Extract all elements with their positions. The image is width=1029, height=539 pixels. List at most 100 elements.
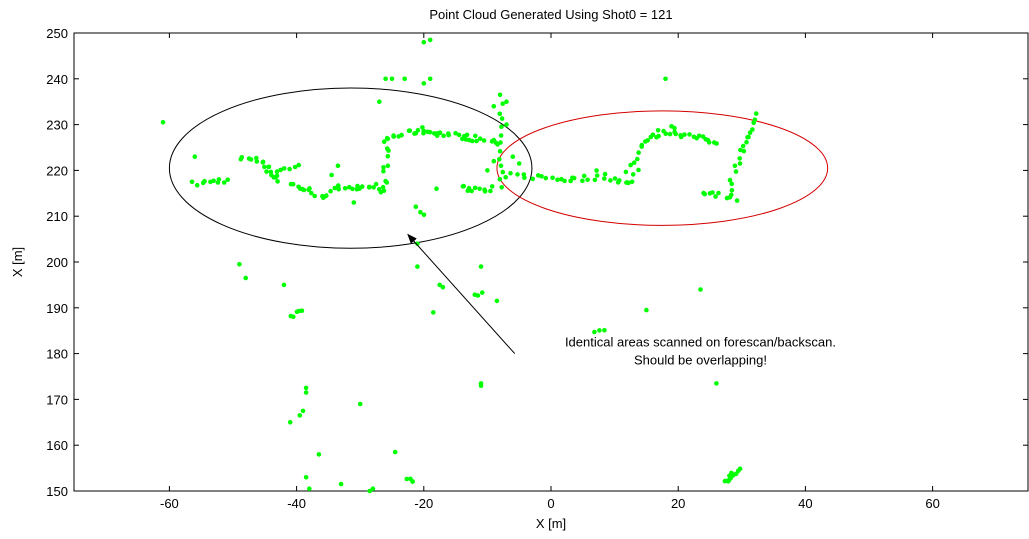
data-point bbox=[274, 169, 280, 174]
data-point bbox=[303, 385, 309, 391]
data-point bbox=[381, 168, 386, 174]
data-point bbox=[359, 184, 365, 189]
data-point bbox=[351, 200, 357, 205]
data-point bbox=[626, 180, 631, 186]
y-tick-label: 250 bbox=[46, 26, 68, 41]
data-point bbox=[656, 133, 661, 139]
data-point bbox=[469, 188, 474, 194]
data-point bbox=[741, 148, 747, 154]
data-point bbox=[628, 162, 633, 168]
data-point bbox=[655, 128, 661, 133]
highlight-ellipse bbox=[168, 87, 533, 249]
data-point bbox=[543, 175, 549, 181]
data-point bbox=[571, 175, 577, 181]
data-point bbox=[385, 163, 391, 169]
data-point bbox=[332, 185, 338, 191]
data-point bbox=[413, 204, 419, 209]
y-tick-label: 190 bbox=[46, 301, 68, 316]
data-point bbox=[291, 314, 296, 320]
data-point bbox=[350, 186, 355, 192]
data-point bbox=[248, 157, 254, 162]
data-point bbox=[446, 131, 451, 136]
data-point bbox=[617, 178, 622, 183]
data-point bbox=[602, 328, 607, 333]
data-point bbox=[281, 282, 287, 288]
data-point bbox=[499, 116, 505, 121]
data-point bbox=[740, 143, 746, 149]
data-point bbox=[431, 310, 436, 315]
data-point bbox=[336, 186, 342, 192]
data-point bbox=[710, 190, 715, 195]
data-point bbox=[750, 127, 755, 132]
data-point bbox=[494, 298, 500, 304]
data-point bbox=[729, 181, 734, 187]
y-tick-label: 240 bbox=[46, 72, 68, 87]
data-point bbox=[608, 178, 613, 183]
x-tick-label: -40 bbox=[287, 496, 306, 511]
data-point bbox=[421, 81, 427, 86]
data-point bbox=[497, 92, 503, 98]
data-point bbox=[744, 139, 749, 145]
data-point bbox=[644, 307, 649, 313]
data-point bbox=[727, 177, 733, 183]
data-point bbox=[189, 179, 195, 185]
data-point bbox=[498, 163, 504, 169]
data-point bbox=[381, 188, 387, 193]
points-layer bbox=[160, 37, 759, 494]
data-point bbox=[404, 476, 410, 482]
data-point bbox=[497, 111, 503, 117]
y-axis-label: X [m] bbox=[10, 247, 25, 277]
data-point bbox=[555, 177, 560, 183]
x-axis: -60 -40 -20 0 20 40 60 bbox=[160, 33, 940, 511]
ellipse-layer bbox=[168, 87, 829, 249]
data-point bbox=[550, 175, 555, 181]
data-point bbox=[383, 178, 388, 184]
data-point bbox=[474, 138, 479, 144]
x-tick-label: 40 bbox=[798, 496, 812, 511]
data-point bbox=[427, 129, 433, 135]
data-point bbox=[530, 176, 535, 182]
chart-title: Point Cloud Generated Using Shot0 = 121 bbox=[429, 7, 672, 22]
data-point bbox=[499, 185, 505, 190]
data-point bbox=[287, 420, 293, 425]
data-point bbox=[237, 262, 242, 267]
data-point bbox=[384, 135, 390, 141]
data-point bbox=[221, 180, 227, 185]
data-point bbox=[437, 282, 443, 288]
data-point bbox=[713, 194, 718, 199]
x-tick-label: 20 bbox=[671, 496, 685, 511]
annotation-text: Should be overlapping! bbox=[634, 353, 767, 368]
data-point bbox=[481, 138, 487, 143]
data-point bbox=[585, 177, 590, 183]
data-point bbox=[504, 99, 509, 104]
data-point bbox=[338, 481, 344, 487]
y-tick-label: 220 bbox=[46, 163, 68, 178]
data-point bbox=[303, 475, 309, 480]
data-point bbox=[253, 155, 259, 161]
data-point bbox=[460, 184, 466, 189]
data-point bbox=[274, 173, 280, 178]
x-tick-label: 0 bbox=[547, 496, 554, 511]
data-point bbox=[357, 401, 363, 407]
data-point bbox=[635, 156, 640, 162]
data-point bbox=[478, 264, 484, 269]
data-point bbox=[410, 479, 415, 484]
data-point bbox=[377, 99, 382, 104]
data-point bbox=[705, 137, 711, 143]
data-point bbox=[734, 198, 740, 203]
data-point bbox=[497, 149, 503, 154]
data-point bbox=[698, 287, 703, 292]
data-point bbox=[562, 178, 567, 184]
data-point bbox=[504, 122, 509, 127]
data-point bbox=[612, 176, 618, 181]
data-point bbox=[262, 164, 267, 170]
data-point bbox=[733, 169, 739, 174]
data-point bbox=[420, 125, 425, 130]
data-point bbox=[370, 486, 376, 492]
data-point bbox=[292, 164, 298, 170]
data-point bbox=[539, 174, 544, 179]
data-point bbox=[491, 158, 497, 164]
data-point bbox=[753, 111, 759, 116]
data-point bbox=[160, 120, 166, 125]
data-point bbox=[667, 131, 673, 137]
